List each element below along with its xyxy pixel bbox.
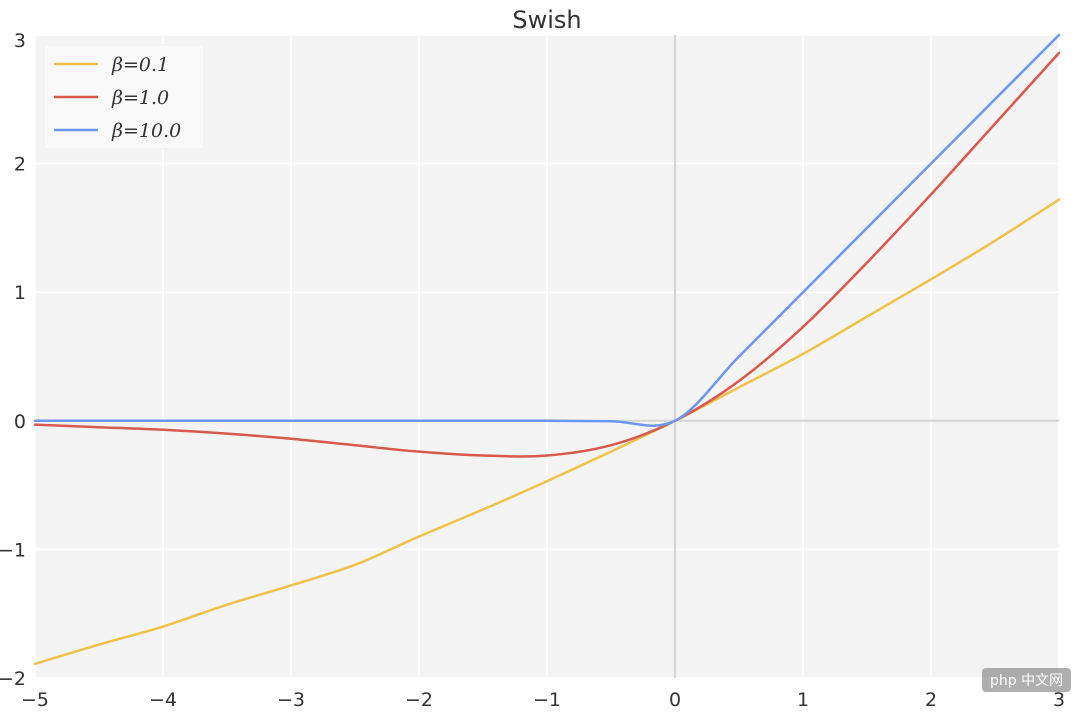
x-tick-label: −1 — [533, 689, 561, 711]
y-tick-label: 0 — [14, 411, 26, 433]
legend-box — [43, 44, 205, 150]
x-tick-label: 2 — [925, 689, 937, 711]
y-tick-label: −2 — [0, 668, 26, 690]
series-line-0 — [33, 198, 1061, 666]
x-tick-label: 3 — [1053, 689, 1065, 711]
x-tick-label: −4 — [149, 689, 177, 711]
y-tick-label: 3 — [14, 30, 26, 52]
legend-label-0: β=0.1 — [111, 54, 169, 76]
y-tick-label: 1 — [14, 282, 26, 304]
tick-labels: −5 −4 −3 −2 −1 0 1 2 3 −2 −1 0 1 2 3 — [0, 30, 1065, 711]
series-lines — [33, 33, 1061, 666]
grid — [34, 34, 1060, 679]
legend-label-1: β=1.0 — [111, 87, 169, 109]
legend-label-2: β=10.0 — [111, 120, 181, 142]
series-line-2 — [33, 33, 1061, 427]
x-tick-label: −2 — [405, 689, 433, 711]
y-tick-label: 2 — [14, 154, 26, 176]
y-tick-label: −1 — [0, 539, 26, 561]
x-tick-label: 0 — [669, 689, 681, 711]
x-tick-label: −3 — [277, 689, 305, 711]
legend: β=0.1 β=1.0 β=10.0 — [43, 44, 205, 150]
series-line-1 — [33, 51, 1061, 458]
watermark-badge: php 中文网 — [982, 668, 1072, 692]
chart-title: Swish — [512, 6, 581, 34]
x-tick-label: 1 — [797, 689, 809, 711]
x-tick-label: −5 — [21, 689, 49, 711]
